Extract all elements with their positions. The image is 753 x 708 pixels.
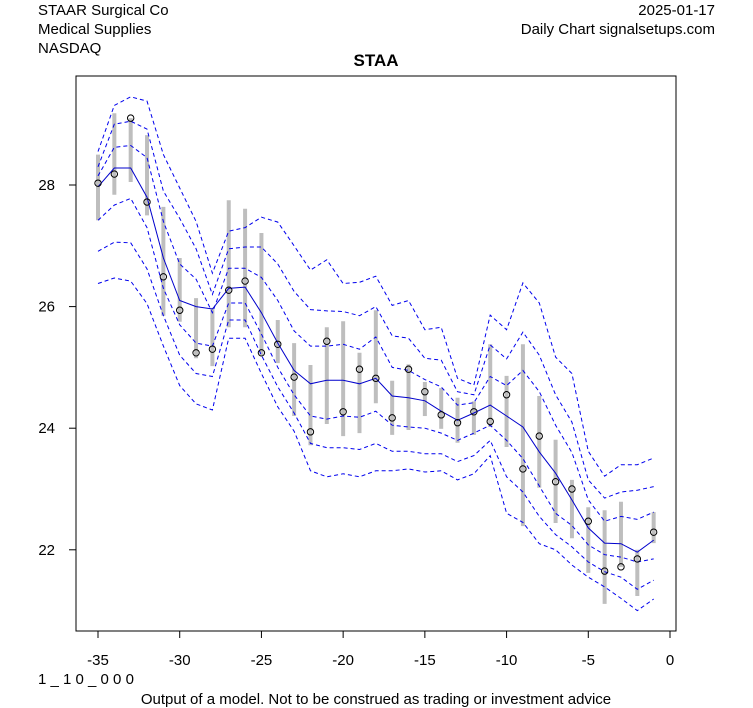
close-point <box>126 114 135 122</box>
chart-date: 2025-01-17 <box>638 2 715 19</box>
series-lower-3 <box>97 277 654 612</box>
chart-source: Daily Chart signalsetups.com <box>520 21 715 38</box>
exchange-name: NASDAQ <box>38 40 102 57</box>
close-point <box>633 555 642 563</box>
sector-name: Medical Supplies <box>38 21 152 38</box>
close-point <box>306 428 315 436</box>
y-axis: 22 24 26 28 <box>38 177 76 559</box>
close-point <box>421 388 429 396</box>
series-center <box>97 167 654 553</box>
close-point <box>94 179 102 187</box>
close-point <box>584 517 592 525</box>
close-point <box>437 411 445 419</box>
company-name: STAAR Surgical Co <box>38 2 169 19</box>
close-point <box>110 170 119 178</box>
close-point <box>535 432 543 440</box>
close-point <box>551 478 560 486</box>
close-point <box>339 408 347 416</box>
series-upper-3 <box>97 96 654 477</box>
close-point <box>453 419 462 427</box>
x-tick-label: -35 <box>87 652 109 669</box>
y-tick-label: 24 <box>38 420 55 437</box>
x-tick-label: -15 <box>414 652 436 669</box>
close-point <box>470 408 478 416</box>
close-point <box>225 286 233 294</box>
close-point <box>617 563 625 571</box>
close-point <box>355 365 364 373</box>
x-tick-label: -5 <box>582 652 595 669</box>
series-upper-2 <box>97 120 654 499</box>
close-point <box>143 198 151 206</box>
close-point <box>404 365 413 373</box>
x-tick-label: -10 <box>496 652 518 669</box>
price-bars <box>96 113 656 604</box>
y-tick-label: 28 <box>38 177 55 194</box>
model-code: 1 _ 1 0 _ 0 0 0 <box>38 671 134 688</box>
close-point <box>323 337 331 345</box>
y-tick-label: 26 <box>38 299 55 316</box>
x-tick-label: -30 <box>169 652 191 669</box>
band-lines <box>97 96 654 612</box>
chart-title: STAA <box>353 51 398 70</box>
series-upper-1 <box>97 144 654 522</box>
x-tick-label: -25 <box>251 652 273 669</box>
series-lower-1 <box>97 197 654 563</box>
close-point <box>502 391 511 399</box>
close-point <box>372 374 380 383</box>
close-point <box>519 465 527 473</box>
close-point <box>388 414 396 422</box>
header-left: STAAR Surgical Co Medical Supplies NASDA… <box>38 1 169 58</box>
close-point <box>208 345 217 353</box>
close-point <box>290 373 298 381</box>
series-lower-2 <box>97 241 654 590</box>
close-point <box>568 485 576 493</box>
x-axis: -35 -30 -25 -20 -15 -10 -5 0 <box>87 630 674 669</box>
disclaimer: Output of a model. Not to be construed a… <box>141 691 611 708</box>
close-point <box>159 273 168 281</box>
close-point <box>176 306 184 314</box>
close-point <box>257 349 266 357</box>
close-point <box>274 340 282 348</box>
close-point <box>192 349 200 357</box>
close-point <box>241 277 249 285</box>
close-point <box>649 528 658 536</box>
close-point <box>600 567 609 575</box>
header-right: 2025-01-17 Daily Chart signalsetups.com <box>521 1 715 39</box>
close-point <box>486 417 494 426</box>
x-tick-label: -20 <box>332 652 354 669</box>
close-points <box>94 114 658 575</box>
y-tick-label: 22 <box>38 542 55 559</box>
x-tick-label: 0 <box>666 652 674 669</box>
